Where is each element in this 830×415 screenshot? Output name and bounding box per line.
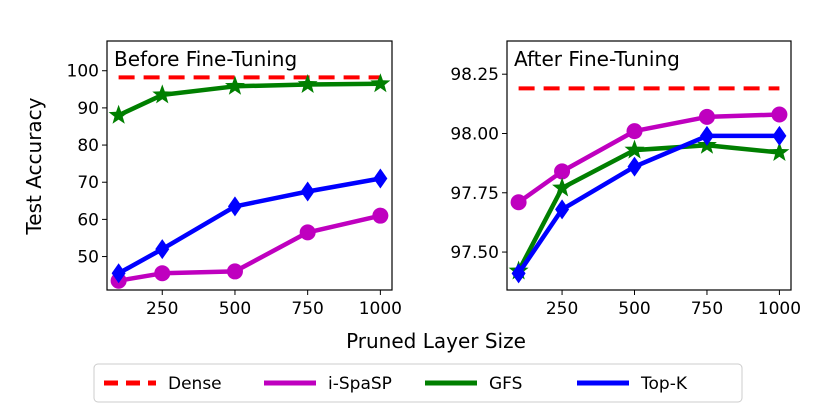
data-point [225,75,245,95]
data-point [111,263,126,284]
data-point [624,139,645,159]
data-point [771,106,788,123]
data-point [152,84,173,104]
y-axis-label: Test Accuracy [22,97,46,235]
y-tick-label: 98.00 [450,124,499,144]
x-tick-label: 500 [618,299,650,319]
data-point [769,142,790,161]
x-tick-label: 1000 [758,299,801,319]
data-point [370,73,391,93]
y-tick-label: 70 [77,173,99,193]
legend-entry-dense: Dense [104,374,222,394]
legend-label: Dense [168,374,222,394]
plot-frame [506,40,792,291]
legend-entry-gfs: GFS [425,374,522,394]
data-point [626,123,643,140]
series-top-k [511,125,787,284]
data-point [554,163,571,180]
data-point [698,108,715,125]
y-tick-label: 90 [77,99,99,119]
x-tick-label: 500 [219,299,251,319]
data-point [154,265,171,282]
data-point [699,125,714,146]
legend-label: i-SpaSP [328,374,392,394]
series-top-k [111,168,388,284]
panel-title: After Fine-Tuning [514,47,680,71]
series-gfs [108,73,391,124]
panels: 250 500 750 1000 50 60 70 80 90 100 Before Fine-Tu… [67,40,801,319]
series-line-top-k [516,133,780,275]
legend-frame [93,363,743,403]
plot-frame [106,40,393,291]
y-tick-label: 50 [77,248,99,268]
data-point [373,168,388,189]
series-i-spasp [510,106,788,211]
data-point [108,104,129,124]
data-point [772,125,787,146]
panel-title: Before Fine-Tuning [114,47,297,71]
y-tick-label: 60 [77,210,99,230]
series-i-spasp [110,207,389,289]
data-point [297,74,318,93]
data-point [552,177,572,197]
data-point [627,156,642,177]
series-gfs [508,134,790,280]
x-tick-label: 750 [291,299,323,319]
x-tick-label: 750 [691,299,723,319]
y-tick-label: 98.25 [450,65,499,85]
x-tick-label: 250 [146,299,178,319]
panel-2: 250 500 750 1000 97.50 97.75 98.00 98.25 After F… [450,40,801,319]
y-tick-label: 97.50 [450,243,499,263]
panel-1: 250 500 750 1000 50 60 70 80 90 100 Before Fine-Tu… [67,40,402,319]
legend-entry-top-k: Top-K [577,374,688,394]
legend-label: Top-K [640,374,688,394]
y-tick-label: 80 [77,136,99,156]
legend-label: GFS [489,374,522,394]
x-tick-label: 1000 [359,299,402,319]
data-point [511,263,526,284]
data-point [226,263,243,280]
data-point [155,239,170,260]
data-point [299,224,316,241]
data-point [372,207,389,224]
data-point [227,196,242,217]
legend: Dense i-SpaSP GFS Top-K [93,363,743,403]
data-point [300,181,315,202]
y-tick-label: 100 [67,62,99,82]
x-axis-label: Pruned Layer Size [346,329,526,353]
y-tick-label: 97.75 [450,184,499,204]
x-tick-label: 250 [546,299,578,319]
legend-entry-i-spasp: i-SpaSP [264,374,392,394]
data-point [555,199,570,220]
data-point [510,194,527,211]
